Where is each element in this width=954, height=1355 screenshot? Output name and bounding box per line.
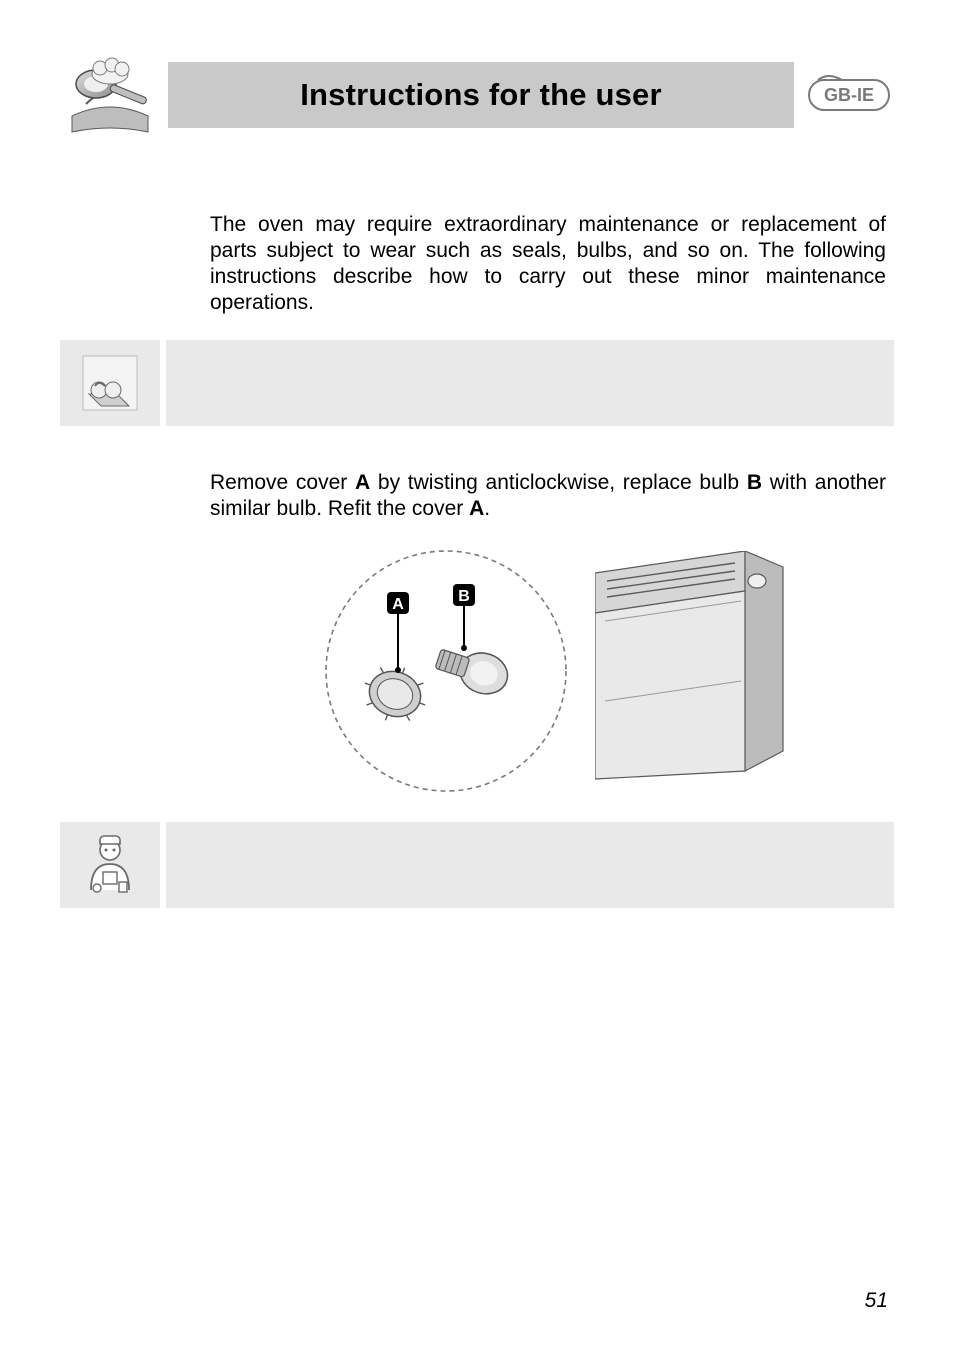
figure-row: A B (210, 536, 886, 796)
chef-spoon-icon (66, 54, 154, 136)
figure-block: A B (210, 536, 886, 796)
callout-a: A (392, 596, 404, 613)
bulb-detail-figure: A B (311, 536, 581, 796)
title-band: Instructions for the user (168, 62, 794, 128)
section-band-service (166, 822, 894, 908)
section-icon-service (60, 822, 160, 908)
section-row-service (60, 822, 894, 908)
service-person-icon (77, 832, 143, 898)
label-b: B (747, 471, 762, 494)
section-icon-bulb (60, 340, 160, 426)
label-a: A (355, 471, 370, 494)
text-fragment: by twisting anticlockwise, replace bulb (370, 471, 747, 494)
spacer (60, 426, 894, 470)
page-number: 51 (865, 1289, 888, 1313)
header: Instructions for the user GB-IE (60, 50, 894, 140)
language-badge: GB-IE (804, 50, 894, 140)
section-band-bulb (166, 340, 894, 426)
page: Instructions for the user GB-IE The oven… (0, 0, 954, 1355)
intro-paragraph: The oven may require extraordinary maint… (210, 212, 886, 316)
bulb-icon (77, 350, 143, 416)
gb-ie-badge-icon: GB-IE (808, 74, 890, 116)
page-title: Instructions for the user (300, 77, 662, 113)
label-a: A (469, 497, 484, 520)
section-row-bulb (60, 340, 894, 426)
intro-block: The oven may require extraordinary maint… (210, 212, 886, 316)
oven-corner-figure (595, 551, 785, 781)
logo-spoon-hat (60, 50, 160, 140)
bulb-instruction: Remove cover A by twisting anticlockwise… (210, 470, 886, 522)
callout-b: B (458, 588, 470, 605)
text-fragment: . (484, 497, 490, 520)
spacer (60, 140, 894, 212)
bulb-instruction-block: Remove cover A by twisting anticlockwise… (210, 470, 886, 522)
text-fragment: Remove cover (210, 471, 355, 494)
lang-badge-text: GB-IE (824, 85, 874, 105)
